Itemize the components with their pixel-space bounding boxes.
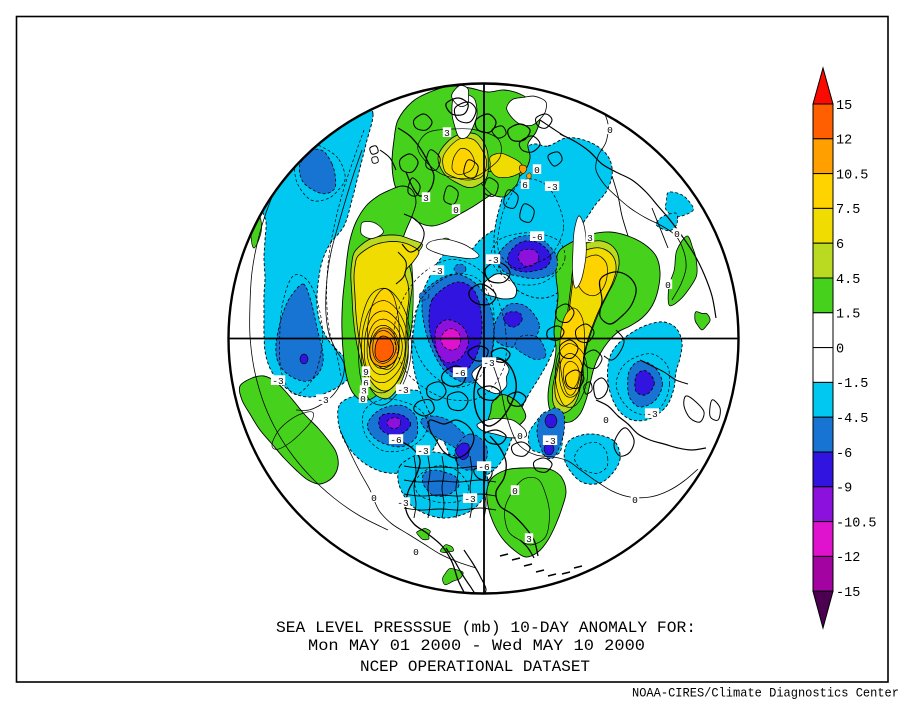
svg-text:-6: -6 xyxy=(836,447,852,462)
svg-text:-15: -15 xyxy=(836,586,860,601)
svg-text:3: 3 xyxy=(444,128,450,139)
svg-text:0: 0 xyxy=(517,431,523,442)
svg-text:0: 0 xyxy=(607,125,613,136)
svg-text:-3: -3 xyxy=(483,358,495,369)
svg-text:12: 12 xyxy=(836,134,852,149)
svg-text:Mon MAY 01 2000 - Wed MAY 10 2: Mon MAY 01 2000 - Wed MAY 10 2000 xyxy=(308,637,645,655)
svg-text:3: 3 xyxy=(526,534,532,545)
svg-text:0: 0 xyxy=(360,394,366,405)
svg-text:6: 6 xyxy=(836,238,844,253)
svg-text:9: 9 xyxy=(363,367,369,378)
svg-text:-10.5: -10.5 xyxy=(836,516,877,531)
svg-text:-3: -3 xyxy=(544,436,556,447)
svg-text:0: 0 xyxy=(534,165,540,176)
svg-text:7.5: 7.5 xyxy=(836,203,860,218)
svg-text:-9: -9 xyxy=(836,482,852,497)
svg-text:-3: -3 xyxy=(397,498,409,509)
svg-text:-3: -3 xyxy=(417,446,429,457)
svg-text:0: 0 xyxy=(413,547,419,558)
svg-text:0: 0 xyxy=(674,229,680,240)
svg-text:-3: -3 xyxy=(431,266,443,277)
svg-text:-1.5: -1.5 xyxy=(836,377,868,392)
svg-text:-3: -3 xyxy=(397,385,409,396)
svg-text:-4.5: -4.5 xyxy=(836,412,868,427)
svg-text:6: 6 xyxy=(522,180,528,191)
svg-text:-3: -3 xyxy=(487,255,499,266)
svg-text:-6: -6 xyxy=(390,435,402,446)
svg-text:-3: -3 xyxy=(546,182,558,193)
svg-text:-6: -6 xyxy=(478,462,490,473)
svg-text:-12: -12 xyxy=(836,551,860,566)
svg-text:1.5: 1.5 xyxy=(836,308,860,323)
svg-text:4.5: 4.5 xyxy=(836,273,860,288)
svg-text:NCEP OPERATIONAL DATASET: NCEP OPERATIONAL DATASET xyxy=(360,658,590,676)
svg-text:-3: -3 xyxy=(646,409,658,420)
svg-text:0: 0 xyxy=(603,415,609,426)
svg-text:-3: -3 xyxy=(317,395,329,406)
svg-text:10.5: 10.5 xyxy=(836,168,868,183)
svg-text:-3: -3 xyxy=(272,376,284,387)
svg-text:0: 0 xyxy=(371,493,377,504)
svg-text:0: 0 xyxy=(512,486,518,497)
svg-text:6: 6 xyxy=(363,378,369,389)
svg-text:15: 15 xyxy=(836,99,852,114)
svg-text:3: 3 xyxy=(361,386,367,397)
svg-text:0: 0 xyxy=(453,205,459,216)
svg-text:-3: -3 xyxy=(464,494,476,505)
svg-text:0: 0 xyxy=(632,495,638,506)
svg-text:0: 0 xyxy=(665,280,671,291)
svg-text:0: 0 xyxy=(836,342,844,357)
svg-text:-6: -6 xyxy=(531,232,543,243)
svg-text:SEA LEVEL PRESSSUE (mb) 10-D: SEA LEVEL PRESSSUE (mb) 10-DAY ANOMALY F… xyxy=(276,619,696,637)
svg-text:3: 3 xyxy=(423,193,429,204)
svg-text:3: 3 xyxy=(587,233,593,244)
svg-text:NOAA-CIRES/Climate Diagnostics: NOAA-CIRES/Climate Diagnostics Center xyxy=(632,686,899,700)
svg-text:-6: -6 xyxy=(454,368,466,379)
